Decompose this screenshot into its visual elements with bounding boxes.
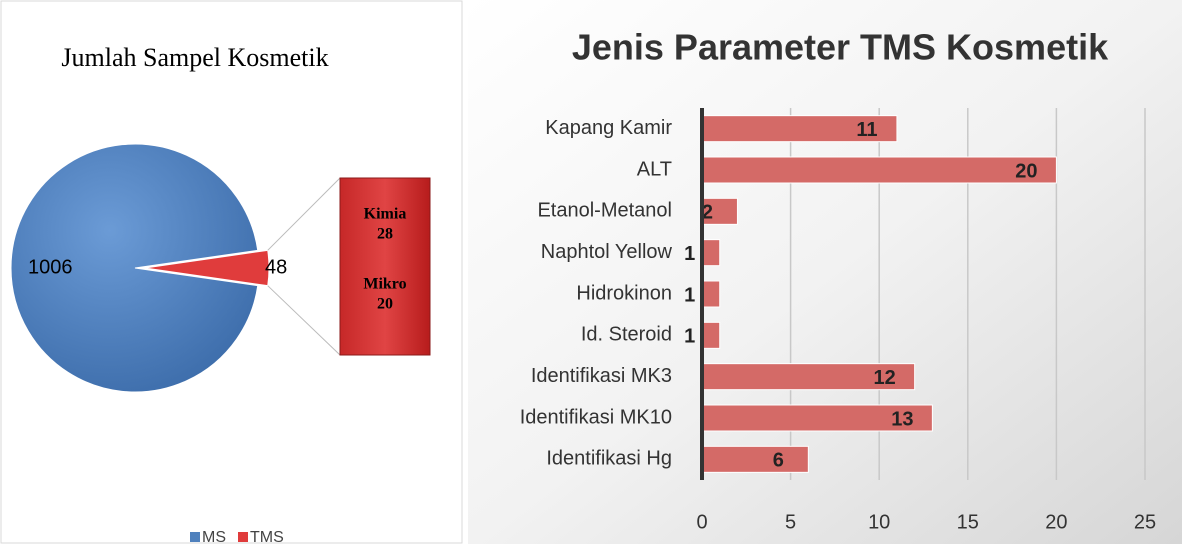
data-label: 1 — [684, 326, 695, 348]
legend-swatch — [238, 532, 248, 542]
pie-slice — [144, 249, 270, 287]
y-tick-label: Identifikasi MK10 — [520, 406, 672, 428]
y-tick-label: Naphtol Yellow — [541, 241, 673, 263]
y-tick-label: Etanol-Metanol — [537, 200, 672, 222]
x-tick-label: 10 — [868, 511, 890, 533]
pie-slice — [10, 143, 259, 393]
legend-label: TMS — [250, 529, 284, 544]
x-tick-label: 20 — [1045, 511, 1067, 533]
breakdown-value: 20 — [377, 296, 393, 313]
data-label: 13 — [891, 408, 913, 430]
data-label: 12 — [874, 367, 896, 389]
data-label: 48 — [265, 256, 287, 278]
y-tick-label: Identifikasi MK3 — [531, 365, 672, 387]
data-label: 1 — [684, 284, 695, 306]
bar — [701, 445, 809, 473]
connector — [267, 285, 341, 356]
pie-title: Jumlah Sampel Kosmetik — [61, 43, 328, 72]
bar — [701, 239, 721, 267]
bar — [701, 321, 721, 349]
data-label: 2 — [702, 202, 713, 224]
legend-swatch — [190, 532, 200, 542]
y-tick-label: Hidrokinon — [576, 282, 672, 304]
connector — [267, 177, 341, 251]
data-label: 1 — [684, 243, 695, 265]
data-label: 20 — [1015, 160, 1037, 182]
data-label: 6 — [773, 450, 784, 472]
y-tick-label: ALT — [637, 158, 672, 180]
bar — [701, 404, 933, 432]
x-tick-label: 25 — [1134, 511, 1156, 533]
breakdown-value: 28 — [377, 226, 393, 243]
bar — [701, 280, 721, 308]
y-tick-label: Id. Steroid — [581, 324, 672, 346]
breakdown-name: Kimia — [364, 206, 407, 223]
y-tick-label: Identifikasi Hg — [546, 448, 672, 470]
bar-title: Jenis Parameter TMS Kosmetik — [572, 27, 1109, 68]
breakdown-box — [339, 177, 431, 356]
breakdown-name: Mikro — [363, 276, 406, 293]
x-tick-label: 15 — [957, 511, 979, 533]
legend-label: MS — [202, 529, 226, 544]
x-tick-label: 0 — [696, 511, 707, 533]
data-label: 11 — [856, 119, 877, 141]
bar-panel — [468, 0, 1182, 544]
bar — [701, 156, 1057, 184]
x-tick-label: 5 — [785, 511, 796, 533]
y-tick-label: Kapang Kamir — [545, 117, 672, 139]
bar — [701, 363, 916, 391]
bar — [701, 115, 898, 143]
data-label: 1006 — [28, 256, 73, 278]
